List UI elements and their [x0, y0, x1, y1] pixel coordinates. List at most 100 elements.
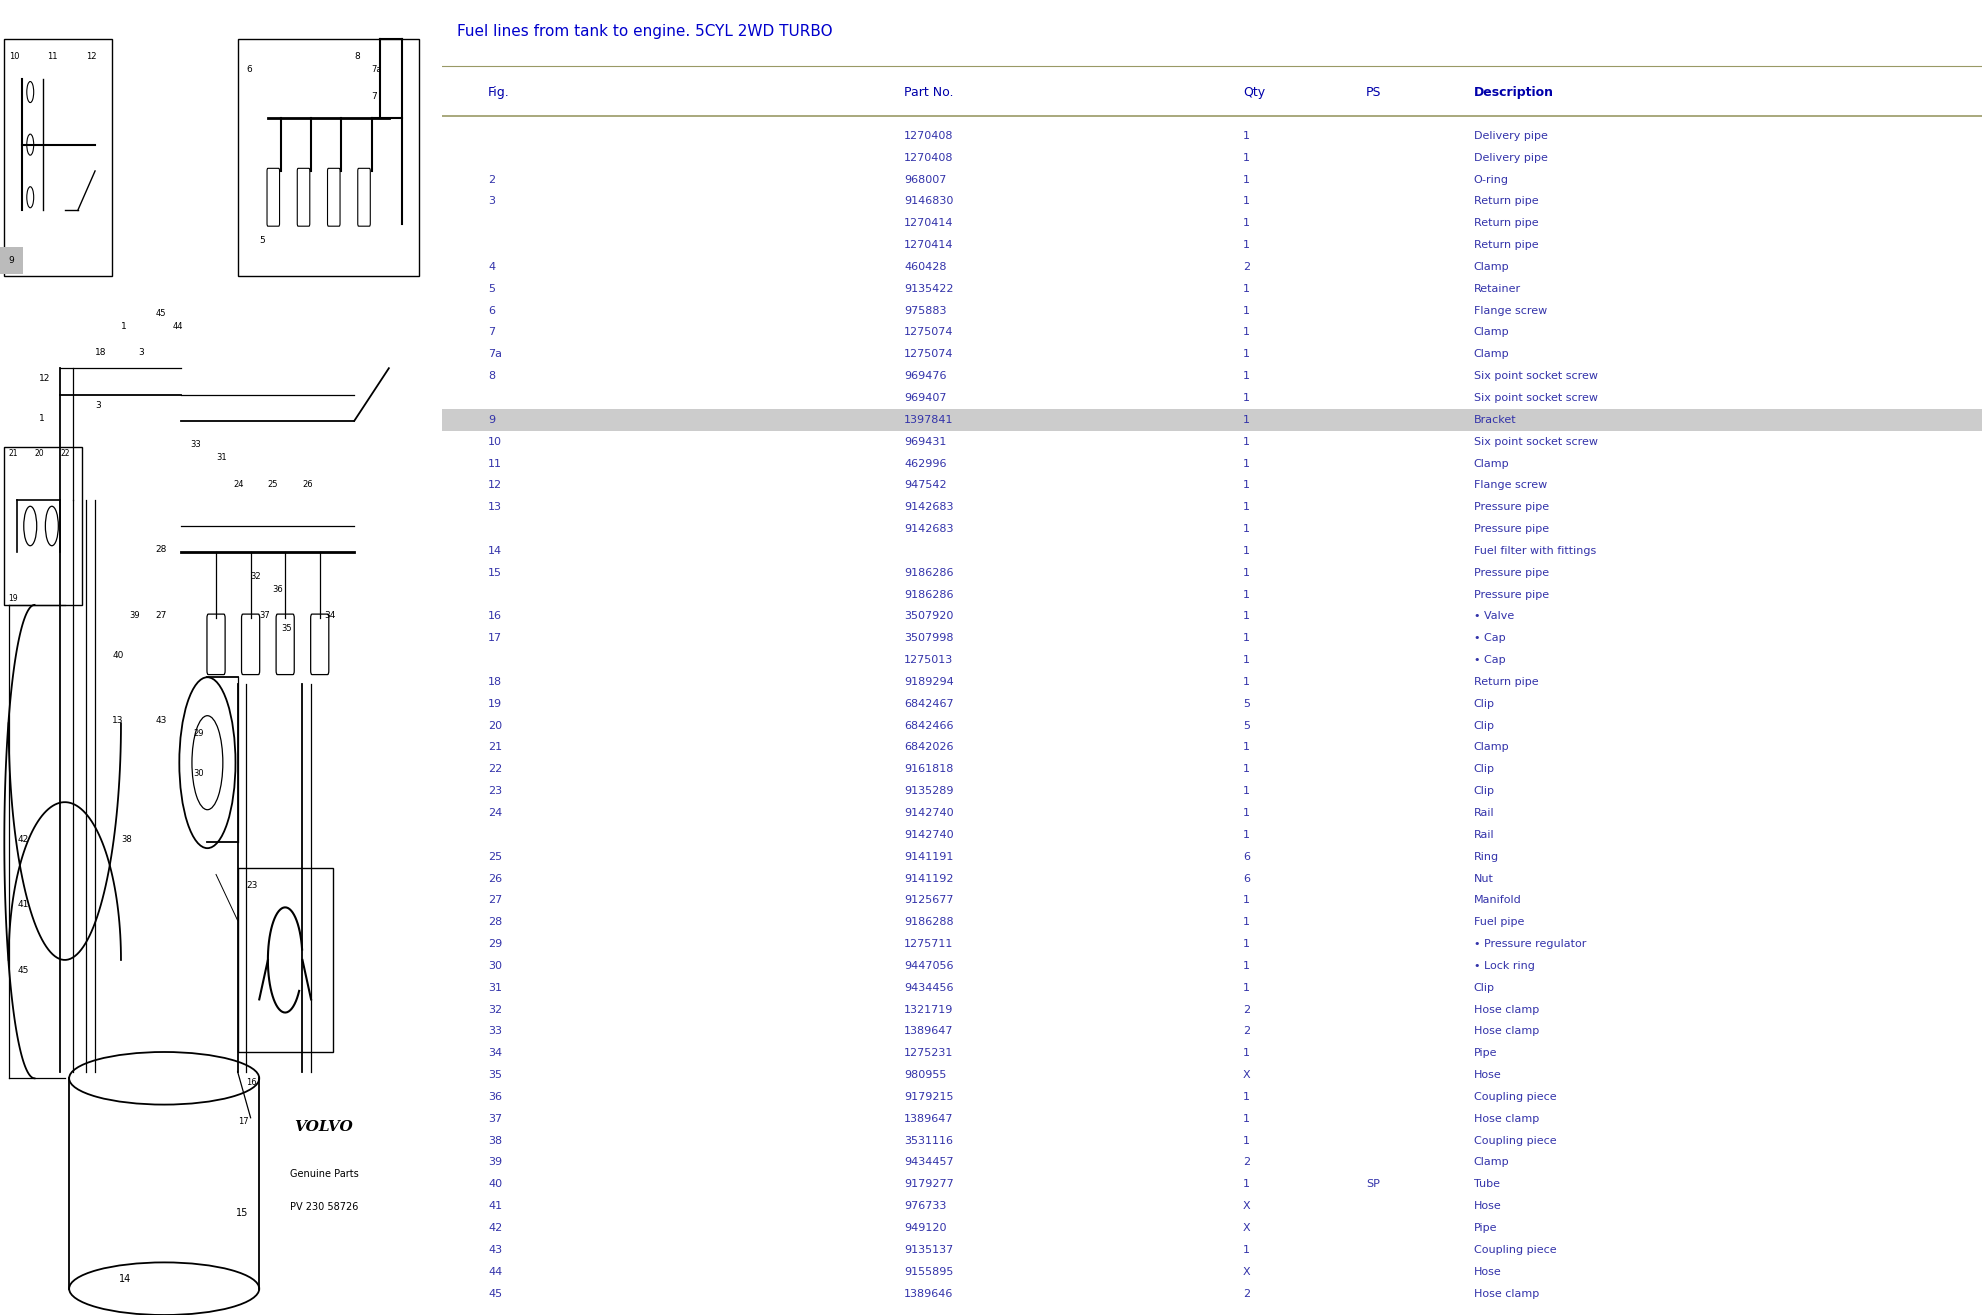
Text: 35: 35	[281, 625, 291, 634]
Text: 9142740: 9142740	[904, 830, 953, 840]
Text: 1: 1	[1243, 786, 1251, 796]
FancyBboxPatch shape	[275, 614, 293, 675]
Text: 22: 22	[488, 764, 501, 775]
Text: Pressure pipe: Pressure pipe	[1475, 589, 1548, 600]
Text: Delivery pipe: Delivery pipe	[1475, 153, 1548, 163]
Text: 34: 34	[325, 611, 335, 621]
Text: 32: 32	[488, 1005, 501, 1015]
Text: 31: 31	[488, 982, 501, 993]
Text: 29: 29	[488, 939, 501, 949]
Text: 12: 12	[87, 53, 97, 62]
Text: 6: 6	[488, 305, 496, 316]
Text: 32: 32	[250, 572, 262, 581]
Text: Six point socket screw: Six point socket screw	[1475, 371, 1597, 381]
Text: 1: 1	[1243, 611, 1251, 622]
Text: 5: 5	[1243, 721, 1251, 731]
Text: 9146830: 9146830	[904, 196, 953, 206]
Text: Fuel filter with fittings: Fuel filter with fittings	[1475, 546, 1596, 556]
Text: 1: 1	[1243, 350, 1251, 359]
Text: 19: 19	[8, 594, 18, 604]
Text: 45: 45	[18, 967, 28, 976]
Text: 26: 26	[303, 480, 313, 489]
Text: 9186286: 9186286	[904, 589, 953, 600]
Text: Retainer: Retainer	[1475, 284, 1520, 293]
Text: 1: 1	[1243, 939, 1251, 949]
Text: Part No.: Part No.	[904, 85, 953, 99]
Text: 1: 1	[1243, 830, 1251, 840]
Text: O-ring: O-ring	[1475, 175, 1508, 184]
Text: 29: 29	[194, 730, 204, 739]
Text: 45: 45	[488, 1289, 501, 1298]
Text: 3507920: 3507920	[904, 611, 953, 622]
Text: 1: 1	[1243, 589, 1251, 600]
FancyBboxPatch shape	[242, 614, 260, 675]
Text: 1: 1	[1243, 371, 1251, 381]
Text: 5: 5	[1243, 698, 1251, 709]
Text: Hose: Hose	[1475, 1266, 1502, 1277]
Text: 2: 2	[488, 175, 496, 184]
Text: Manifold: Manifold	[1475, 896, 1522, 905]
Text: 43: 43	[155, 717, 166, 726]
Text: 9142740: 9142740	[904, 807, 953, 818]
Text: 1389647: 1389647	[904, 1114, 953, 1124]
Text: 9142683: 9142683	[904, 525, 953, 534]
Text: 6842026: 6842026	[904, 743, 953, 752]
Text: VOLVO: VOLVO	[295, 1120, 353, 1134]
Text: 36: 36	[272, 585, 283, 594]
Text: 3: 3	[488, 196, 496, 206]
FancyBboxPatch shape	[311, 614, 329, 675]
FancyBboxPatch shape	[268, 168, 279, 226]
Text: 9142683: 9142683	[904, 502, 953, 512]
FancyBboxPatch shape	[4, 39, 113, 276]
FancyBboxPatch shape	[359, 168, 371, 226]
Text: 9125677: 9125677	[904, 896, 953, 905]
Text: 1: 1	[1243, 743, 1251, 752]
Text: X: X	[1243, 1070, 1251, 1080]
Text: Fuel lines from tank to engine. 5CYL 2WD TURBO: Fuel lines from tank to engine. 5CYL 2WD…	[458, 24, 832, 38]
Text: 1: 1	[1243, 1114, 1251, 1124]
Text: 9: 9	[8, 256, 14, 266]
Text: 1270408: 1270408	[904, 153, 953, 163]
Text: • Cap: • Cap	[1475, 634, 1506, 643]
Text: 968007: 968007	[904, 175, 945, 184]
Text: • Valve: • Valve	[1475, 611, 1514, 622]
Text: 33: 33	[190, 441, 200, 450]
Text: 969431: 969431	[904, 437, 945, 447]
Text: 30: 30	[488, 961, 501, 970]
Text: 15: 15	[236, 1208, 248, 1219]
Text: • Lock ring: • Lock ring	[1475, 961, 1534, 970]
Text: 4: 4	[488, 262, 496, 272]
Text: 2: 2	[1243, 262, 1251, 272]
Text: 1: 1	[1243, 459, 1251, 468]
Text: 1275013: 1275013	[904, 655, 953, 665]
Text: 20: 20	[34, 450, 44, 459]
Text: Hose: Hose	[1475, 1070, 1502, 1080]
Text: 9135422: 9135422	[904, 284, 953, 293]
Text: Clip: Clip	[1475, 982, 1494, 993]
Text: • Cap: • Cap	[1475, 655, 1506, 665]
Text: Pressure pipe: Pressure pipe	[1475, 568, 1548, 577]
Text: 1275231: 1275231	[904, 1048, 953, 1059]
Text: 36: 36	[488, 1091, 501, 1102]
Text: • Pressure regulator: • Pressure regulator	[1475, 939, 1586, 949]
Text: Return pipe: Return pipe	[1475, 196, 1538, 206]
Text: 1275711: 1275711	[904, 939, 953, 949]
Text: 1: 1	[1243, 241, 1251, 250]
Text: 460428: 460428	[904, 262, 947, 272]
Text: 1389647: 1389647	[904, 1027, 953, 1036]
Text: 6842467: 6842467	[904, 698, 953, 709]
Text: 969407: 969407	[904, 393, 947, 402]
Text: 44: 44	[488, 1266, 501, 1277]
Text: 462996: 462996	[904, 459, 947, 468]
Text: 9179277: 9179277	[904, 1180, 953, 1189]
Text: 1: 1	[1243, 634, 1251, 643]
Text: 25: 25	[268, 480, 277, 489]
Text: 1: 1	[1243, 414, 1251, 425]
Text: Clip: Clip	[1475, 698, 1494, 709]
Text: Coupling piece: Coupling piece	[1475, 1091, 1556, 1102]
Text: 37: 37	[260, 611, 270, 621]
Text: 20: 20	[488, 721, 501, 731]
Text: 1: 1	[1243, 1180, 1251, 1189]
Text: 43: 43	[488, 1245, 501, 1255]
FancyBboxPatch shape	[238, 868, 333, 1052]
